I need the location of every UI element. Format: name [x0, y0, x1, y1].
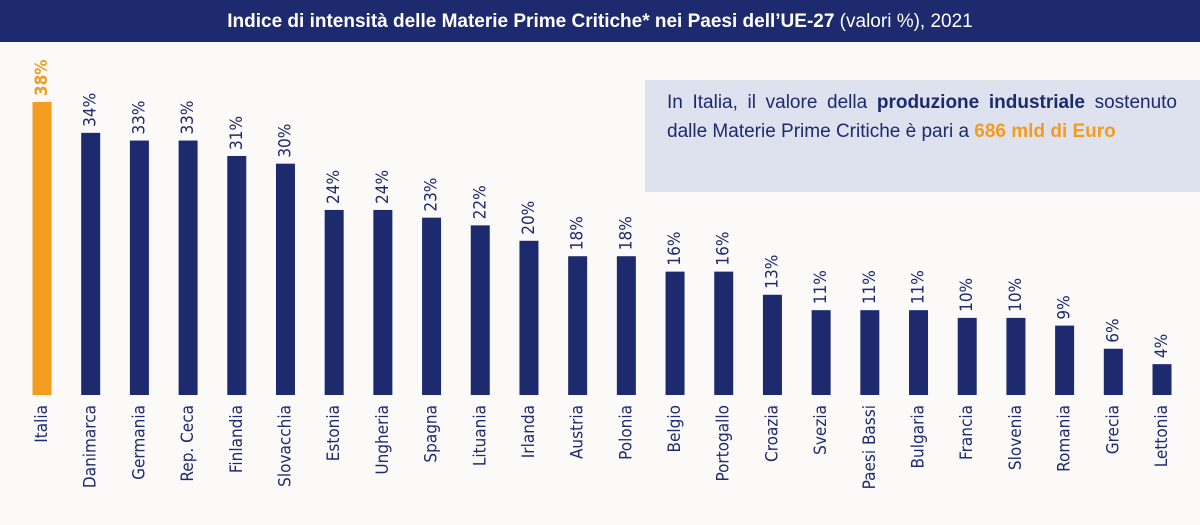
bar [714, 271, 734, 395]
x-tick-label: Portogallo [714, 405, 734, 482]
x-tick-label: Polonia [616, 405, 636, 460]
bar [1006, 317, 1026, 395]
bar [811, 310, 831, 395]
annotation-box: In Italia, il valore della produzione in… [645, 80, 1200, 192]
value-label: 13% [762, 255, 782, 289]
bar [81, 132, 101, 395]
value-label: 24% [373, 170, 393, 204]
x-tick-label: Paesi Bassi [860, 405, 880, 489]
x-tick-label: Svezia [811, 405, 831, 455]
bar [762, 294, 782, 395]
title-bar [0, 0, 1200, 42]
value-label: 11% [860, 270, 880, 304]
value-label: 31% [227, 116, 247, 150]
bar [665, 271, 685, 395]
bar [568, 256, 588, 395]
bar [422, 217, 442, 395]
x-tick-label: Lettonia [1152, 405, 1172, 467]
value-label: 33% [178, 101, 198, 135]
bar [32, 102, 52, 395]
value-label: 6% [1103, 318, 1123, 342]
value-label: 38% [32, 59, 52, 96]
bar [1103, 348, 1123, 395]
x-tick-label: Slovenia [1006, 405, 1026, 470]
x-tick-label: Italia [32, 405, 52, 443]
x-tick-label: Austria [568, 405, 588, 459]
bar [470, 225, 490, 395]
x-tick-label: Lituania [470, 405, 490, 466]
x-tick-label: Francia [957, 405, 977, 460]
bar [860, 310, 880, 395]
x-tick-label: Danimarca [81, 405, 101, 488]
value-label: 9% [1055, 295, 1075, 319]
value-label: 16% [714, 232, 734, 266]
annotation-part: In Italia, il valore della [667, 92, 877, 113]
x-tick-label: Spagna [422, 405, 442, 463]
x-tick-label: Croazia [762, 405, 782, 462]
x-tick-label: Finlandia [227, 405, 247, 473]
bar [1152, 364, 1172, 395]
x-tick-label: Germania [129, 405, 149, 480]
bar [129, 140, 149, 395]
value-label: 18% [616, 216, 636, 250]
chart-subtitle: (valori %), 2021 [834, 11, 972, 32]
x-tick-label: Rep. Ceca [178, 405, 198, 482]
x-tick-label: Romania [1055, 405, 1075, 472]
bar [275, 163, 295, 395]
bar [373, 209, 393, 395]
bar [227, 155, 247, 395]
bar [957, 317, 977, 395]
x-tick-label: Grecia [1103, 405, 1123, 454]
value-label: 33% [129, 101, 149, 135]
x-tick-label: Bulgaria [909, 405, 929, 468]
value-label: 4% [1152, 334, 1172, 358]
bar [519, 240, 539, 395]
value-label: 22% [470, 185, 490, 219]
bar [1055, 325, 1075, 395]
value-label: 34% [81, 93, 101, 127]
value-label: 11% [811, 270, 831, 304]
x-tick-label: Estonia [324, 405, 344, 461]
x-tick-label: Belgio [665, 405, 685, 452]
bar [324, 209, 344, 395]
x-tick-label: Slovacchia [275, 405, 295, 487]
annotation-part: 686 mld di Euro [974, 121, 1116, 142]
value-label: 30% [275, 124, 295, 158]
value-label: 16% [665, 232, 685, 266]
annotation-part: produzione industriale [876, 92, 1085, 113]
value-label: 10% [1006, 278, 1026, 312]
chart-title: Indice di intensità delle Materie Prime … [227, 11, 834, 32]
value-label: 24% [324, 170, 344, 204]
value-label: 18% [568, 216, 588, 250]
value-label: 23% [422, 178, 442, 212]
bar [616, 256, 636, 395]
x-tick-label: Irlanda [519, 405, 539, 458]
bar [909, 310, 929, 395]
value-label: 10% [957, 278, 977, 312]
value-label: 11% [909, 270, 929, 304]
value-label: 20% [519, 201, 539, 235]
title-text: Indice di intensità delle Materie Prime … [227, 11, 973, 32]
annotation-part: sostenuto dalle Materie Prime Critiche è… [667, 92, 1177, 142]
bar [178, 140, 198, 395]
x-tick-label: Ungheria [373, 405, 393, 475]
annotation-text: In Italia, il valore della produzione in… [667, 88, 1177, 146]
